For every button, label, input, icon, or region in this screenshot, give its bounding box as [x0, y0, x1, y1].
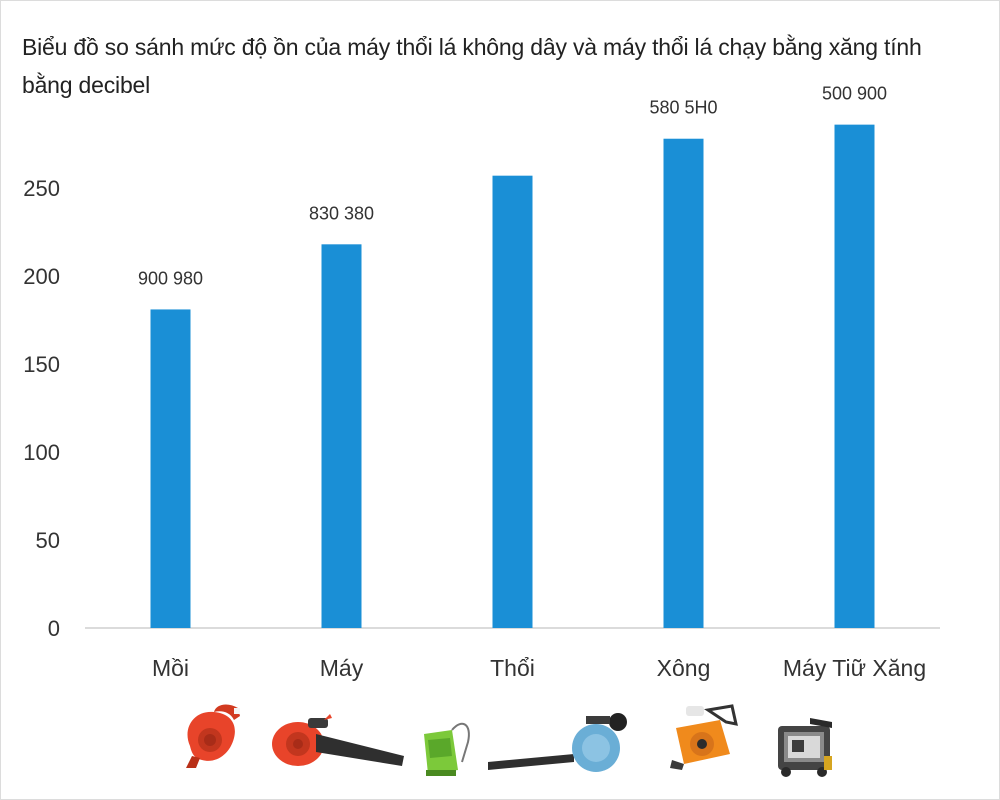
blue-long-tube-blower-icon	[488, 713, 627, 772]
green-backpack-blower-icon	[424, 722, 470, 776]
black-gas-engine-blower-icon	[778, 718, 832, 777]
bar	[663, 138, 704, 628]
bars-group	[150, 124, 875, 628]
category-label: Thổi	[490, 655, 535, 681]
data-labels-group: 900 980 830 380 580 5H0 500 900	[138, 84, 887, 289]
category-label: Mồi	[152, 655, 189, 681]
y-tick-label: 100	[23, 440, 60, 465]
y-tick-label: 200	[23, 264, 60, 289]
bar	[321, 244, 362, 628]
y-tick-label: 150	[23, 352, 60, 377]
red-tube-blower-icon	[272, 714, 404, 766]
category-label: Máy Tiữ Xăng	[783, 655, 926, 681]
bar	[492, 175, 533, 628]
chart-title: Biểu đồ so sánh mức độ ồn của máy thổi l…	[22, 34, 922, 98]
red-handheld-blower-icon	[186, 704, 240, 768]
data-label: 580 5H0	[649, 98, 717, 118]
orange-gas-blower-icon	[670, 704, 738, 770]
y-axis-ticks: 0 50 100 150 200 250	[23, 176, 60, 641]
y-tick-label: 250	[23, 176, 60, 201]
y-tick-label: 0	[48, 616, 60, 641]
data-label: 500 900	[822, 84, 887, 104]
y-tick-label: 50	[36, 528, 60, 553]
data-label: 830 380	[309, 203, 374, 223]
category-labels-group: Mồi Máy Thổi Xông Máy Tiữ Xăng	[152, 655, 926, 681]
category-label: Xông	[657, 655, 711, 681]
category-label: Máy	[320, 655, 364, 681]
bar	[150, 309, 191, 628]
bar	[834, 124, 875, 628]
data-label: 900 980	[138, 268, 203, 288]
